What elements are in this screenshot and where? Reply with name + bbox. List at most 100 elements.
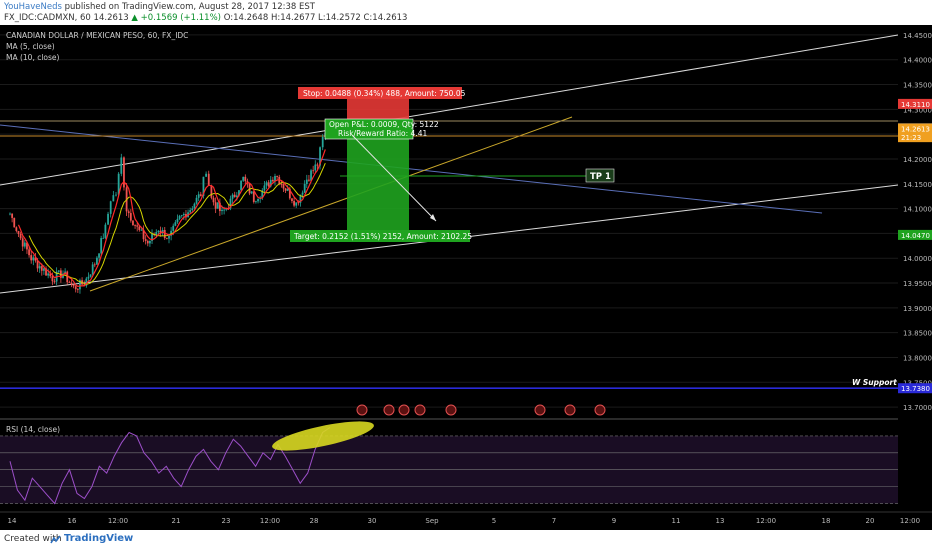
- candle-body: [274, 176, 276, 182]
- time-tick-label: 28: [310, 517, 319, 525]
- candle-body: [172, 225, 175, 231]
- yellow-trend-line: [89, 116, 573, 292]
- time-axis: 14 16 12:00 21 23 12:00 28 30 Sep 5 7 9 11 13 12:00 18 2…: [0, 511, 932, 530]
- candle-body: [120, 157, 123, 174]
- candle-body: [195, 197, 198, 204]
- candle-body: [199, 194, 202, 197]
- price-chart[interactable]: W Support Stop: 0.0488 (0.34%) 488, Amoun…: [0, 25, 932, 530]
- candle-body: [197, 194, 200, 198]
- publish-line: YouHaveNeds published on TradingView.com…: [4, 2, 315, 12]
- candle-body: [140, 229, 143, 231]
- open-pnl-label: Open P&L: 0.0009, Qty: 5122: [329, 120, 439, 129]
- candle-body: [218, 202, 221, 212]
- change-text: +0.1569 (+1.11%): [140, 13, 221, 23]
- candle-body: [87, 276, 90, 279]
- candle-body: [53, 281, 56, 283]
- time-tick-label: 20: [866, 517, 875, 525]
- target-zone: [347, 128, 409, 235]
- price-axis-tag-label: 14.0470: [901, 232, 930, 240]
- time-tick-label: Sep: [425, 517, 439, 525]
- tradingview-logo-icon: [50, 535, 61, 544]
- time-tick-label: 14: [8, 517, 17, 525]
- candle-body: [127, 211, 130, 214]
- author-link[interactable]: YouHaveNeds: [4, 2, 62, 12]
- ma10-line: [28, 163, 326, 285]
- candle-body: [38, 266, 41, 269]
- risk-reward-label: Risk/Reward Ratio: 4.41: [338, 129, 427, 138]
- candle-body: [269, 179, 272, 187]
- symbol-text: FX_IDC:CADMXN, 60: [4, 13, 91, 23]
- candle-body: [301, 192, 304, 195]
- pair-legend: CANADIAN DOLLAR / MEXICAN PESO, 60, FX_I…: [6, 31, 188, 40]
- candle-body: [231, 194, 234, 199]
- candle-body: [176, 218, 179, 223]
- candle-body: [312, 170, 315, 172]
- candle-body: [51, 276, 54, 282]
- candle-body: [132, 220, 134, 225]
- ma5-line: [17, 149, 326, 288]
- price-tick-label: 14.2000: [903, 156, 932, 164]
- price-tick-label: 14.1500: [903, 181, 932, 189]
- footer-bar: Created with TradingView: [0, 530, 932, 550]
- candle-body: [34, 257, 37, 261]
- candle-body: [123, 157, 125, 188]
- candle-body: [72, 284, 75, 287]
- price-axis-tag-label: 14.3110: [901, 101, 930, 109]
- candle-body: [191, 208, 194, 211]
- candle-body: [62, 273, 64, 278]
- candle-body: [104, 224, 107, 238]
- candle-body: [19, 233, 22, 239]
- tp1-box: [585, 168, 615, 183]
- up-arrow-icon: ▲: [131, 13, 138, 23]
- candle-body: [263, 185, 266, 191]
- candle-body: [252, 191, 255, 202]
- time-tick-label: 12:00: [108, 517, 128, 525]
- candle-body: [278, 176, 281, 185]
- price-axis-tag-label: 14.2613: [901, 126, 930, 134]
- candle-body: [15, 227, 18, 231]
- candle-body: [308, 179, 310, 181]
- price-tick-label: 14.3000: [903, 106, 932, 114]
- time-tick-label: 16: [68, 517, 77, 525]
- candle-body: [310, 170, 312, 181]
- candle-body: [136, 225, 139, 227]
- overlays: W Support Stop: 0.0488 (0.34%) 488, Amoun…: [290, 87, 897, 416]
- candle-body: [96, 257, 98, 265]
- candle-body: [155, 232, 158, 235]
- ma5-legend: MA (5, close): [6, 42, 55, 51]
- chart-area[interactable]: W Support Stop: 0.0488 (0.34%) 488, Amoun…: [0, 25, 932, 530]
- candle-body: [207, 173, 210, 186]
- price-axis-bg: [898, 25, 932, 530]
- candle-body: [93, 264, 96, 266]
- symbol-line: FX_IDC:CADMXN, 60 14.2613 ▲ +0.1569 (+1.…: [4, 13, 407, 23]
- candle-body: [240, 180, 242, 191]
- price-axis-tag-label: 21:23: [901, 134, 921, 142]
- candle-body: [261, 190, 264, 198]
- candle-body: [151, 234, 153, 241]
- candle-body: [321, 136, 324, 148]
- candle-body: [23, 242, 26, 247]
- candle-body: [223, 209, 226, 211]
- price-tick-label: 14.1000: [903, 206, 932, 214]
- candles: [9, 131, 327, 294]
- candle-body: [157, 230, 160, 233]
- candle-body: [276, 176, 279, 177]
- candle-body: [79, 280, 81, 290]
- candle-body: [210, 185, 213, 198]
- candle-body: [66, 271, 69, 283]
- candle-body: [142, 229, 145, 240]
- price-tick-label: 13.8000: [903, 354, 932, 362]
- tradingview-brand[interactable]: TradingView: [64, 533, 134, 544]
- time-tick-label: 12:00: [756, 517, 776, 525]
- legend-labels: CANADIAN DOLLAR / MEXICAN PESO, 60, FX_I…: [6, 31, 188, 434]
- time-tick-label: 7: [552, 517, 556, 525]
- candle-body: [178, 216, 181, 219]
- candle-body: [32, 257, 35, 261]
- last-price: 14.2613: [93, 13, 129, 23]
- price-tick-label: 13.9500: [903, 280, 932, 288]
- candle-body: [221, 209, 223, 212]
- price-tick-label: 13.8500: [903, 330, 932, 338]
- candle-body: [280, 184, 283, 185]
- rsi-legend: RSI (14, close): [6, 425, 60, 434]
